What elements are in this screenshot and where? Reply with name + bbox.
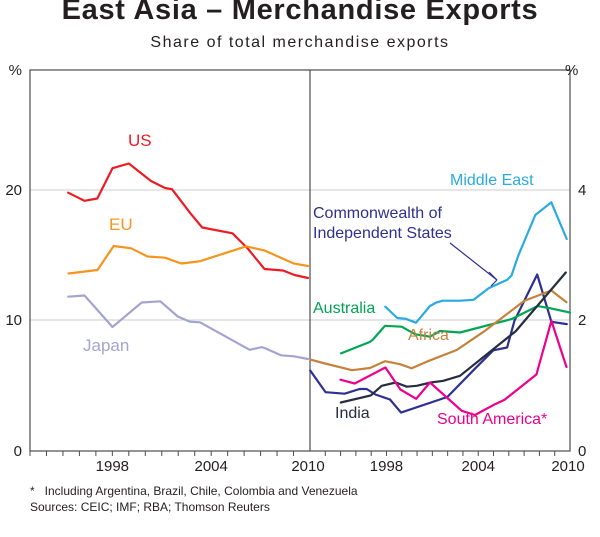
svg-text:2004: 2004 (194, 458, 227, 475)
svg-text:%: % (9, 62, 22, 79)
svg-text:South America*: South America* (437, 411, 547, 428)
svg-text:Commonwealth of: Commonwealth of (313, 205, 443, 222)
svg-text:Africa: Africa (408, 327, 449, 344)
svg-text:%: % (565, 62, 578, 79)
svg-text:2010: 2010 (291, 458, 324, 475)
svg-text:4: 4 (578, 182, 586, 199)
svg-text:Japan: Japan (83, 336, 129, 355)
svg-text:Middle East: Middle East (450, 172, 534, 189)
svg-text:EU: EU (109, 215, 133, 234)
svg-text:2010: 2010 (551, 458, 584, 475)
svg-text:0: 0 (14, 443, 22, 460)
svg-text:1998: 1998 (96, 458, 129, 475)
svg-text:India: India (335, 405, 370, 422)
svg-text:Australia: Australia (313, 300, 375, 317)
svg-text:20: 20 (5, 182, 22, 199)
svg-text:1998: 1998 (370, 458, 403, 475)
svg-text:2: 2 (578, 312, 586, 329)
svg-text:10: 10 (5, 312, 22, 329)
svg-text:Independent States: Independent States (313, 225, 452, 242)
svg-text:US: US (128, 131, 152, 150)
svg-text:2004: 2004 (462, 458, 495, 475)
